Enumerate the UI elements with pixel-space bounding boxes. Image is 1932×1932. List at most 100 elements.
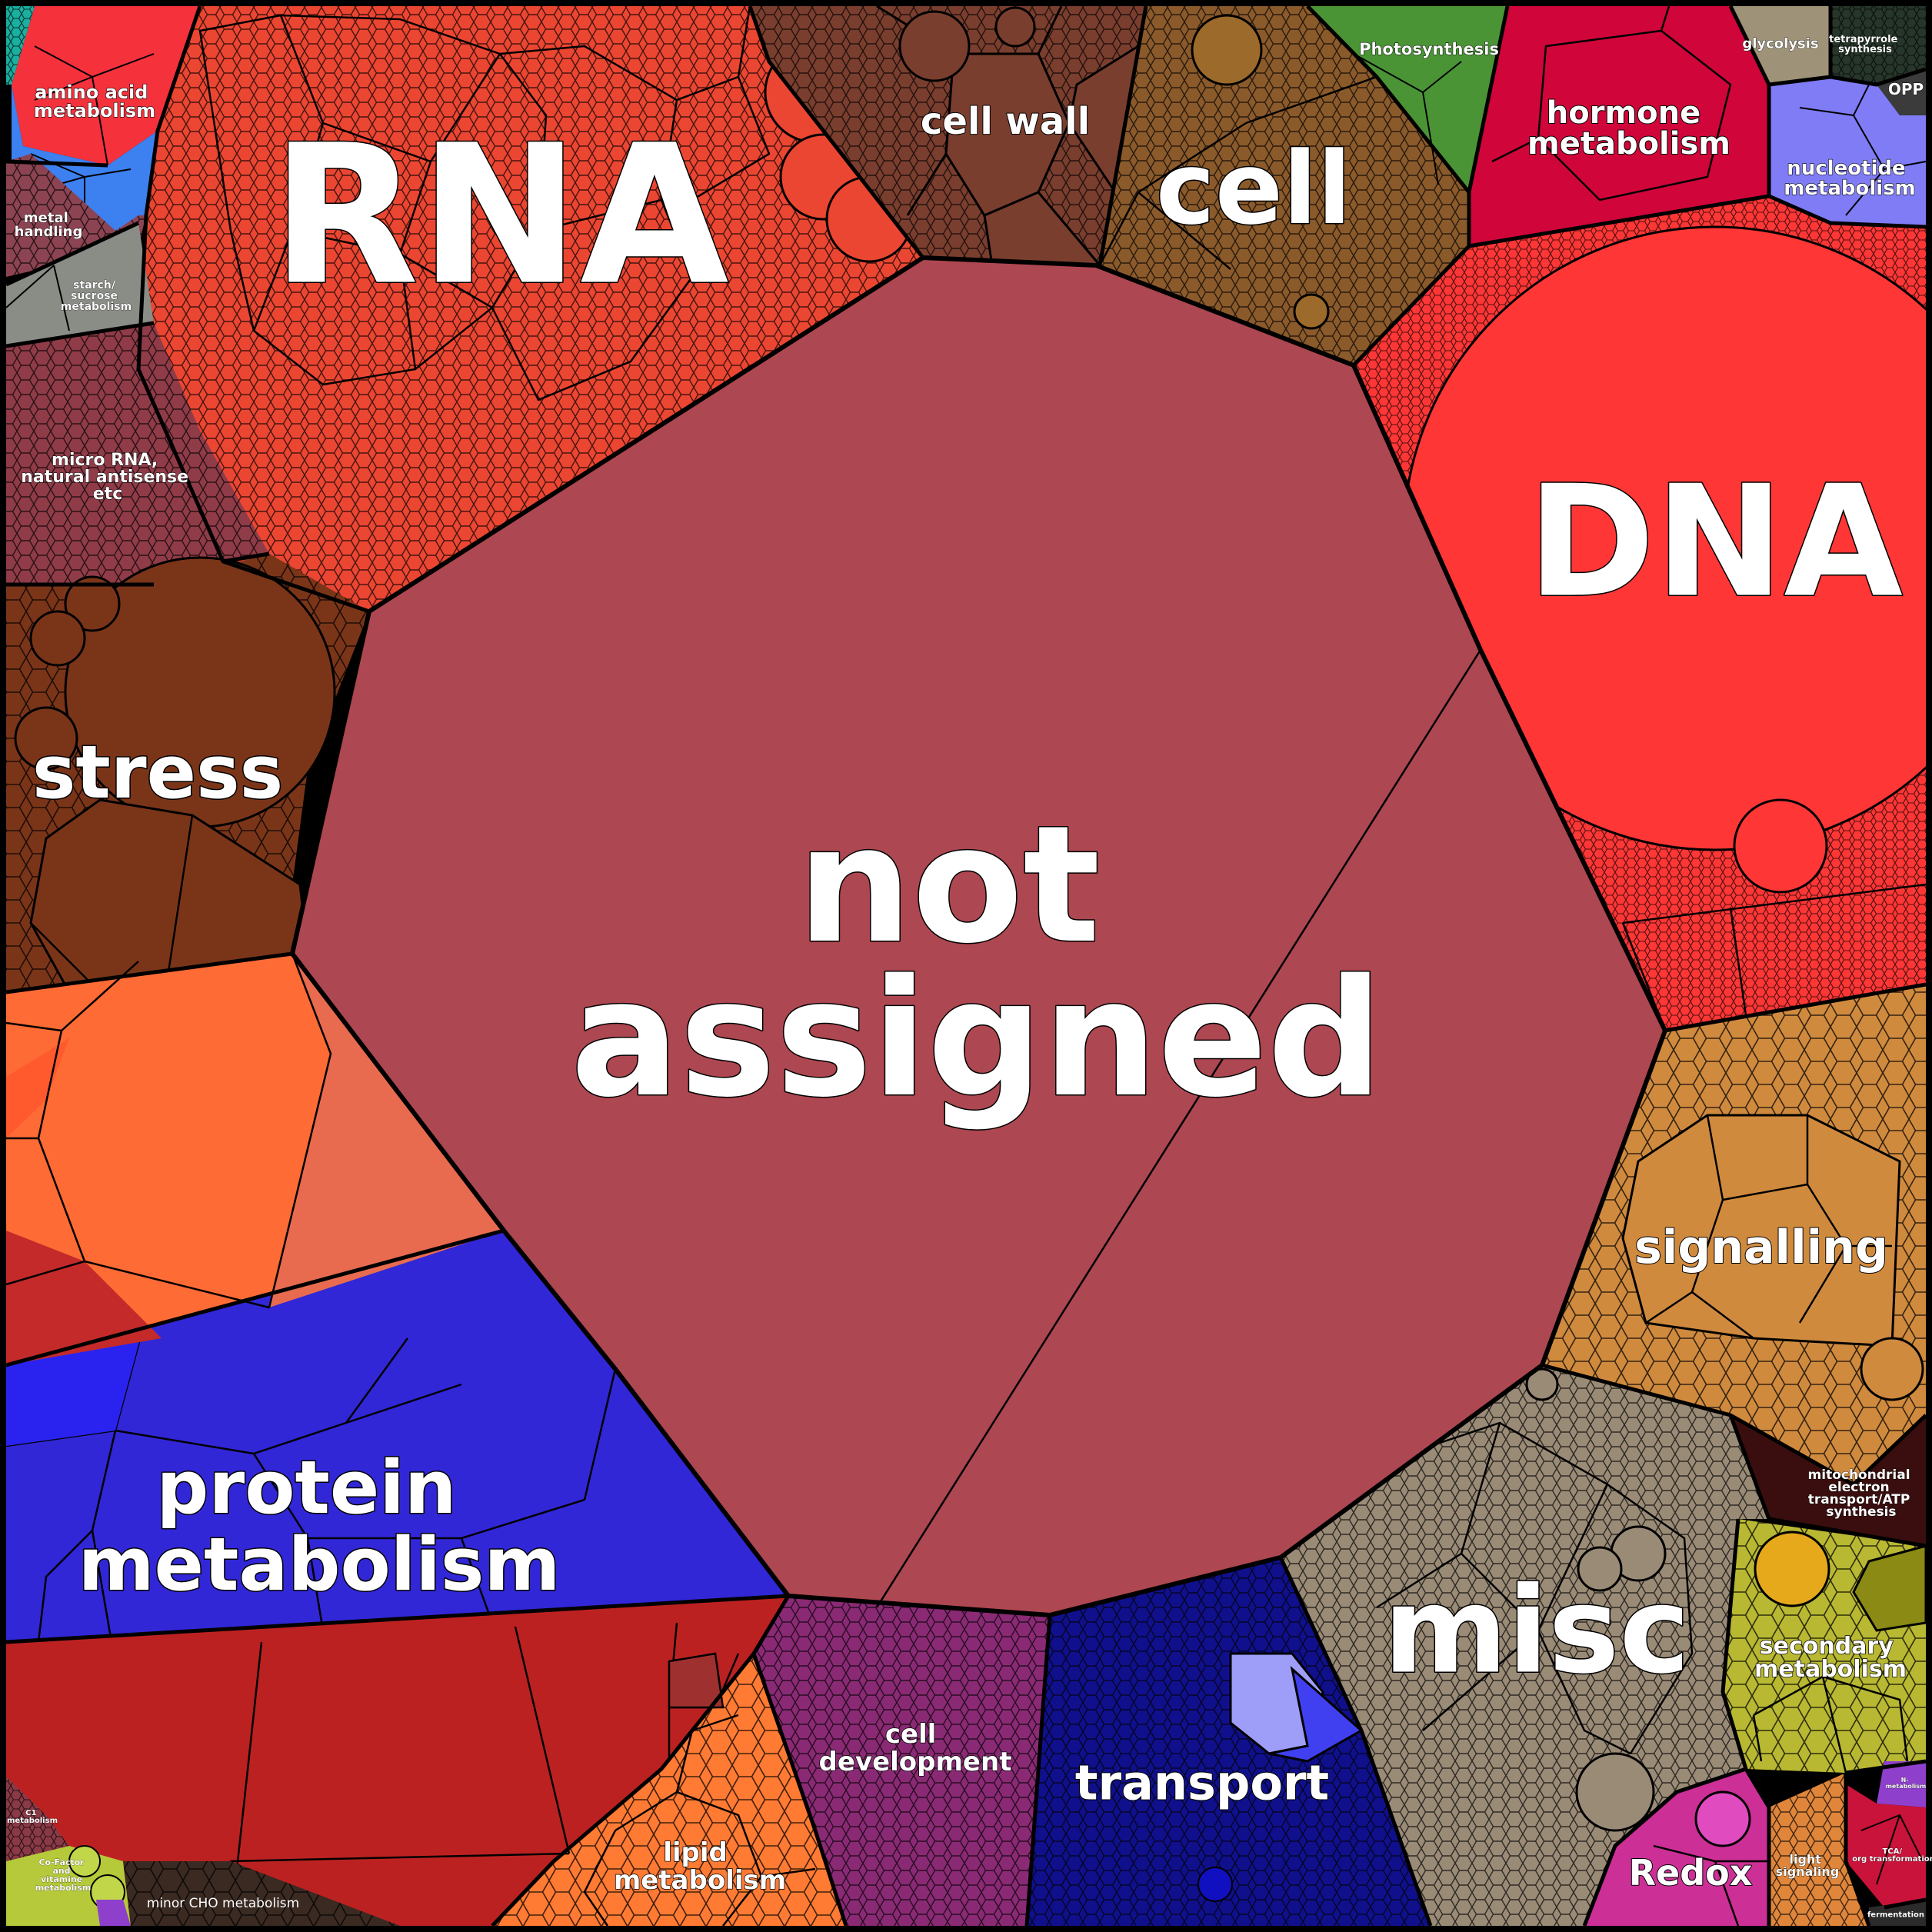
label-transport: transport	[1075, 1755, 1329, 1811]
cell-hormone-metabolism[interactable]	[1469, 5, 1769, 246]
label-cell-development-line1: cell	[885, 1719, 937, 1750]
label-minor-cho-metabolism: minor CHO metabolism	[147, 1896, 299, 1911]
label-mito-line4: synthesis	[1826, 1504, 1896, 1520]
label-hormone-line2: metabolism	[1527, 126, 1730, 162]
label-micro-rna-line3: etc	[93, 485, 122, 504]
label-photosynthesis: Photosynthesis	[1359, 40, 1499, 58]
label-starch-line3: metabolism	[61, 301, 132, 313]
label-tetrapyrrole-synthesis: tetrapyrrole synthesis	[1829, 34, 1901, 55]
label-cofactor-line1: Co-Factor	[38, 1857, 85, 1867]
label-light-line2: signaling	[1776, 1864, 1839, 1879]
label-stress: stress	[32, 731, 283, 815]
label-amino-line1: amino acid	[35, 82, 148, 103]
label-protein-metabolism-line1: protein	[156, 1446, 456, 1531]
label-tca-line1: TCA/	[1882, 1847, 1902, 1856]
label-lipid-metabolism: lipid metabolism	[614, 1837, 786, 1896]
label-c1-line1: C1	[25, 1809, 36, 1817]
label-micro-rna-line2: natural antisense	[21, 468, 188, 487]
cell-tetrapyrrole-synthesis[interactable]	[1830, 6, 1926, 85]
label-mito-line2: electron	[1828, 1480, 1889, 1495]
cell-n-metabolism[interactable]	[1877, 1761, 1926, 1807]
label-cofactor-vitamine: Co-Factor and vitamine metabolism	[35, 1857, 92, 1893]
label-starch-sucrose: starch/ sucrose metabolism	[61, 279, 132, 313]
label-protein-metabolism: protein metabolism	[78, 1446, 561, 1607]
labels: not assigned RNA DNA cell stress misc ce…	[7, 33, 1932, 1920]
label-secondary-line1: secondary	[1760, 1633, 1894, 1660]
label-starch-line1: starch/	[73, 279, 116, 291]
label-light-line1: light	[1789, 1852, 1821, 1867]
label-metal-line1: metal	[24, 210, 68, 226]
cell-mitochondrial-electron-transport[interactable]	[1730, 1415, 1926, 1546]
label-nucleotide-metabolism: nucleotide metabolism	[1784, 157, 1916, 200]
cell-misc[interactable]	[1281, 1365, 1769, 1926]
label-mito-line3: transport/ATP	[1808, 1492, 1910, 1507]
label-lipid-line2: metabolism	[614, 1865, 786, 1896]
cell-fermentation[interactable]	[1869, 1900, 1926, 1926]
label-rna: RNA	[271, 104, 728, 328]
label-micro-rna-line1: micro RNA,	[52, 451, 158, 470]
label-dna: DNA	[1527, 453, 1903, 632]
label-hormone-line1: hormone	[1547, 95, 1700, 131]
label-secondary-line2: metabolism	[1754, 1656, 1907, 1683]
label-protein-metabolism-line2: metabolism	[78, 1523, 561, 1607]
label-n-metabolism: N- metabolism	[1886, 1777, 1927, 1790]
label-not-assigned: not assigned	[571, 791, 1383, 1133]
cell-starch-sucrose-metabolism[interactable]	[5, 223, 154, 346]
cell-photosynthesis[interactable]	[1307, 6, 1507, 192]
label-not-assigned-line1: not	[797, 791, 1100, 979]
cell-nucleotide-metabolism[interactable]	[1769, 77, 1927, 227]
label-nucleotide-line1: nucleotide	[1787, 157, 1905, 180]
label-metal-line2: handling	[15, 224, 83, 240]
label-cell-development: cell development	[819, 1719, 1012, 1777]
cell-minor-cho-metabolism[interactable]	[123, 1861, 400, 1926]
label-redox: Redox	[1629, 1852, 1753, 1894]
label-cell-development-line2: development	[819, 1747, 1012, 1777]
cell-dna[interactable]	[1354, 196, 1932, 1031]
label-cofactor-line2: and	[53, 1866, 71, 1876]
cell-cell[interactable]	[1098, 6, 1469, 365]
cell-cell-development[interactable]	[754, 1596, 1050, 1926]
label-cofactor-line3: vitamine	[41, 1874, 82, 1884]
label-mito-line1: mitochondrial	[1808, 1467, 1910, 1483]
cell-secondary-metabolism[interactable]	[1723, 1519, 1927, 1774]
label-nucleotide-line2: metabolism	[1784, 177, 1916, 200]
label-tetrapyrrole-line1: tetrapyrrole	[1829, 34, 1897, 45]
cell-tca-transformation[interactable]	[1846, 1784, 1926, 1907]
cell-glycolysis[interactable]	[1730, 6, 1830, 85]
label-not-assigned-line2: assigned	[571, 944, 1383, 1133]
label-misc: misc	[1384, 1561, 1690, 1700]
label-n-line2: metabolism	[1886, 1783, 1927, 1790]
label-cofactor-line4: metabolism	[35, 1883, 92, 1893]
label-light-signaling: light signaling	[1776, 1852, 1839, 1879]
cell-amino-acid-metabolism[interactable]	[0, 6, 200, 166]
label-tetrapyrrole-line2: synthesis	[1838, 44, 1892, 55]
cell-not-assigned[interactable]	[292, 258, 1665, 1615]
cell-stress[interactable]	[6, 554, 369, 994]
cell-lipid-metabolism[interactable]	[492, 1654, 846, 1927]
label-signalling: signalling	[1634, 1221, 1888, 1274]
label-secondary-metabolism: secondary metabolism	[1754, 1633, 1907, 1683]
cell-cofactor-vitamine-metabolism[interactable]	[6, 1845, 131, 1926]
cell-transport[interactable]	[1027, 1557, 1431, 1926]
label-tca-line2: org transformation	[1852, 1855, 1932, 1864]
label-amino-line2: metabolism	[34, 100, 155, 122]
label-mitochondrial: mitochondrial electron transport/ATP syn…	[1808, 1467, 1915, 1520]
label-opp: OPP	[1888, 80, 1924, 98]
label-lipid-line1: lipid	[663, 1837, 728, 1868]
label-starch-line2: sucrose	[71, 290, 118, 302]
cell-redox[interactable]	[1584, 1769, 1769, 1927]
label-amino-acid-metabolism: amino acid metabolism	[34, 82, 155, 122]
label-n-line1: N-	[1901, 1777, 1909, 1784]
cell-protein-metabolism[interactable]	[5, 1231, 788, 1643]
label-cell-wall: cell wall	[921, 100, 1090, 143]
label-fermentation: fermentation	[1867, 1911, 1924, 1920]
label-cell: cell	[1156, 130, 1351, 247]
label-metal-handling: metal handling	[15, 210, 83, 240]
label-micro-rna: micro RNA, natural antisense etc	[21, 451, 195, 504]
label-c1-metabolism: C1 metabolism	[7, 1809, 58, 1825]
cell-c1-metabolism[interactable]	[6, 1777, 69, 1861]
label-tca: TCA/ org transformation	[1852, 1847, 1932, 1864]
label-hormone-metabolism: hormone metabolism	[1527, 95, 1730, 162]
